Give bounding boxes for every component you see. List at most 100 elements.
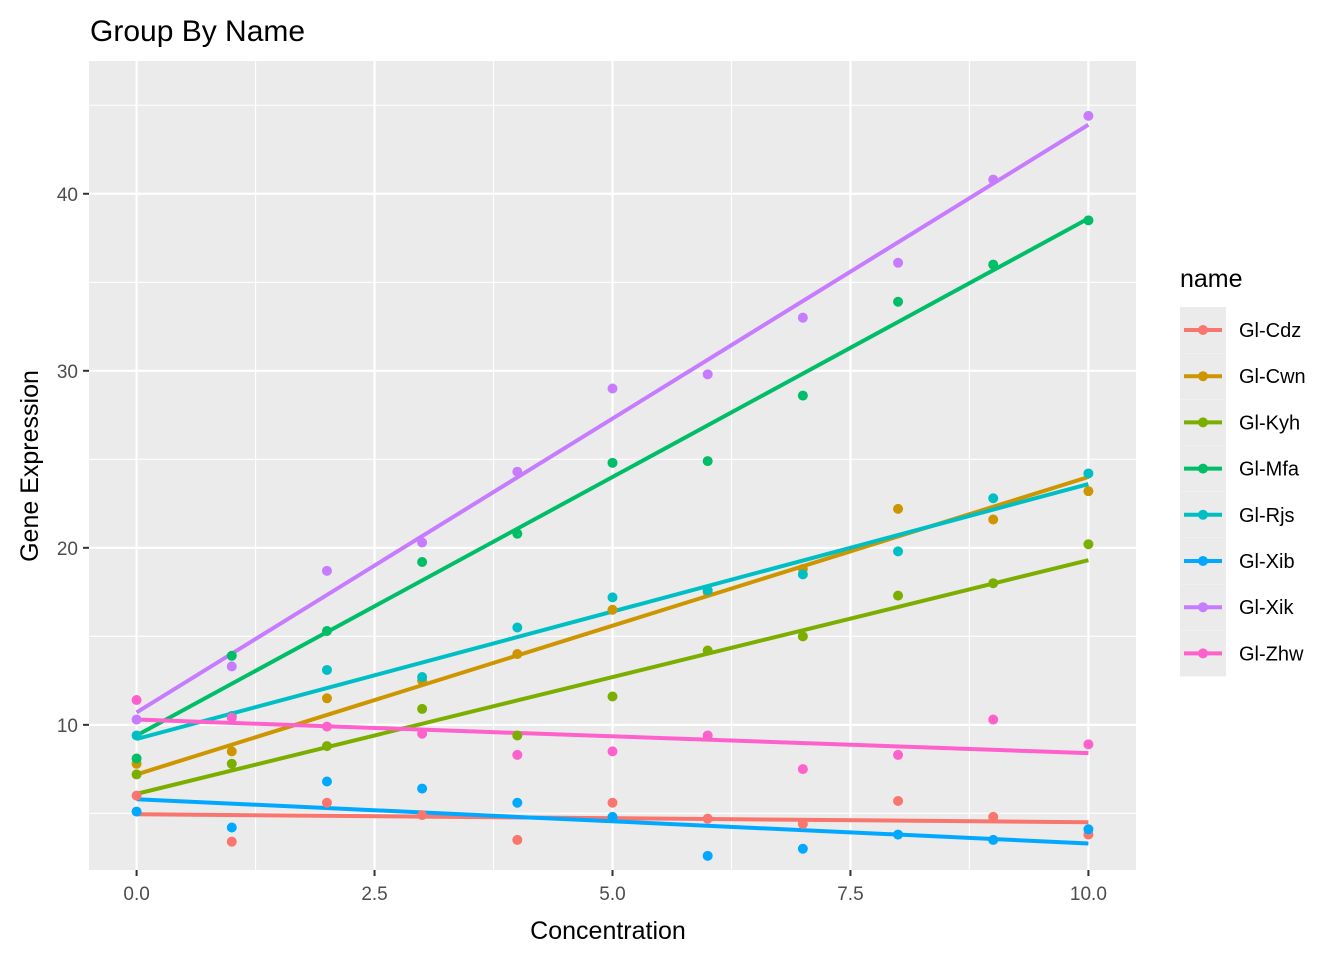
x-tick-label: 7.5 bbox=[837, 884, 863, 905]
point-gl-zhw bbox=[226, 712, 237, 723]
legend-key-point bbox=[1198, 509, 1208, 520]
point-gl-kyh bbox=[988, 578, 999, 589]
point-gl-xik bbox=[131, 714, 142, 725]
point-gl-cdz bbox=[797, 818, 808, 829]
point-gl-mfa bbox=[321, 626, 332, 637]
point-gl-cdz bbox=[417, 810, 428, 821]
point-gl-xib bbox=[893, 829, 904, 840]
legend-key-point bbox=[1198, 602, 1208, 613]
point-gl-rjs bbox=[797, 569, 808, 580]
y-tick-label: 40 bbox=[57, 185, 78, 206]
legend-key-point bbox=[1198, 371, 1208, 382]
point-gl-zhw bbox=[417, 728, 428, 739]
y-tick-label: 20 bbox=[57, 539, 78, 560]
point-gl-zhw bbox=[702, 730, 713, 741]
point-gl-mfa bbox=[893, 296, 904, 307]
point-gl-cwn bbox=[226, 746, 237, 757]
point-gl-kyh bbox=[131, 769, 142, 780]
point-gl-cdz bbox=[702, 813, 713, 824]
x-tick-label: 10.0 bbox=[1070, 884, 1107, 905]
point-gl-xik bbox=[512, 466, 523, 477]
point-gl-mfa bbox=[131, 753, 142, 764]
point-gl-mfa bbox=[988, 259, 999, 270]
y-tick-label: 10 bbox=[57, 716, 78, 737]
point-gl-xib bbox=[797, 843, 808, 854]
trend-line-gl-zhw bbox=[136, 717, 1089, 756]
point-gl-xik bbox=[1083, 110, 1094, 121]
point-gl-xik bbox=[893, 257, 904, 268]
point-gl-cwn bbox=[607, 604, 618, 615]
trend-line-gl-kyh bbox=[136, 558, 1089, 796]
legend-key-point bbox=[1198, 417, 1208, 428]
point-gl-cdz bbox=[321, 797, 332, 808]
trend-line-gl-mfa bbox=[135, 216, 1090, 738]
point-gl-rjs bbox=[131, 730, 142, 741]
data-points bbox=[131, 110, 1094, 861]
legend-label-gl-cdz: Gl-Cdz bbox=[1239, 320, 1301, 342]
point-gl-xik bbox=[607, 383, 618, 394]
point-gl-rjs bbox=[321, 664, 332, 675]
point-gl-mfa bbox=[417, 556, 428, 567]
point-gl-xik bbox=[226, 661, 237, 672]
point-gl-xib bbox=[607, 811, 618, 822]
point-gl-kyh bbox=[226, 758, 237, 769]
point-gl-rjs bbox=[512, 622, 523, 633]
point-gl-zhw bbox=[512, 749, 523, 760]
point-gl-rjs bbox=[417, 672, 428, 683]
point-gl-kyh bbox=[893, 590, 904, 601]
point-gl-cdz bbox=[512, 834, 523, 845]
x-tick-label: 2.5 bbox=[361, 884, 387, 905]
legend-key-point bbox=[1198, 648, 1208, 659]
point-gl-cdz bbox=[226, 836, 237, 847]
point-gl-xib bbox=[321, 776, 332, 787]
x-axis-title: Concentration bbox=[530, 917, 686, 945]
point-gl-kyh bbox=[512, 730, 523, 741]
point-gl-cwn bbox=[893, 503, 904, 514]
point-gl-cwn bbox=[512, 649, 523, 660]
point-gl-cdz bbox=[131, 790, 142, 801]
y-axis-ticks: 10 20 30 40 bbox=[57, 185, 89, 737]
point-gl-xib bbox=[131, 806, 142, 817]
point-gl-xik bbox=[797, 312, 808, 323]
point-gl-rjs bbox=[988, 493, 999, 504]
point-gl-cwn bbox=[321, 693, 332, 704]
y-axis-title: Gene Expression bbox=[16, 370, 44, 562]
point-gl-xib bbox=[417, 783, 428, 794]
point-gl-rjs bbox=[607, 592, 618, 603]
legend-label-gl-zhw: Gl-Zhw bbox=[1239, 643, 1304, 665]
x-axis-ticks: 0.0 2.5 5.0 7.5 10.0 bbox=[123, 870, 1107, 905]
point-gl-mfa bbox=[512, 528, 523, 539]
point-gl-xib bbox=[1083, 824, 1094, 835]
point-gl-mfa bbox=[1083, 215, 1094, 226]
point-gl-kyh bbox=[607, 691, 618, 702]
point-gl-cdz bbox=[988, 811, 999, 822]
point-gl-cdz bbox=[893, 795, 904, 806]
legend-key-point bbox=[1198, 556, 1208, 566]
legend-label-gl-mfa: Gl-Mfa bbox=[1239, 459, 1300, 481]
legend: name Gl-Cdz Gl-Cwn Gl-Kyh Gl-Mfa Gl-Rjs Gl-Xi… bbox=[1180, 265, 1306, 677]
legend-key-point bbox=[1198, 463, 1208, 474]
point-gl-kyh bbox=[417, 703, 428, 714]
point-gl-zhw bbox=[1083, 739, 1094, 750]
point-gl-zhw bbox=[607, 746, 618, 757]
legend-title: name bbox=[1180, 265, 1243, 293]
legend-label-gl-xib: Gl-Xib bbox=[1239, 551, 1295, 573]
point-gl-rjs bbox=[1083, 468, 1094, 479]
point-gl-kyh bbox=[1083, 539, 1094, 550]
point-gl-zhw bbox=[988, 714, 999, 725]
legend-items: Gl-Cdz Gl-Cwn Gl-Kyh Gl-Mfa Gl-Rjs Gl-Xib Gl-X… bbox=[1180, 307, 1306, 677]
point-gl-mfa bbox=[797, 390, 808, 401]
point-gl-xib bbox=[512, 797, 523, 808]
point-gl-kyh bbox=[797, 631, 808, 642]
legend-key-point bbox=[1198, 325, 1208, 335]
legend-label-gl-cwn: Gl-Cwn bbox=[1239, 366, 1306, 388]
legend-label-gl-xik: Gl-Xik bbox=[1239, 597, 1294, 619]
point-gl-xik bbox=[417, 537, 428, 548]
point-gl-xib bbox=[702, 850, 713, 861]
point-gl-rjs bbox=[702, 585, 713, 596]
point-gl-cwn bbox=[988, 514, 999, 525]
point-gl-rjs bbox=[893, 546, 904, 557]
x-tick-label: 0.0 bbox=[123, 884, 149, 905]
point-gl-kyh bbox=[321, 741, 332, 752]
